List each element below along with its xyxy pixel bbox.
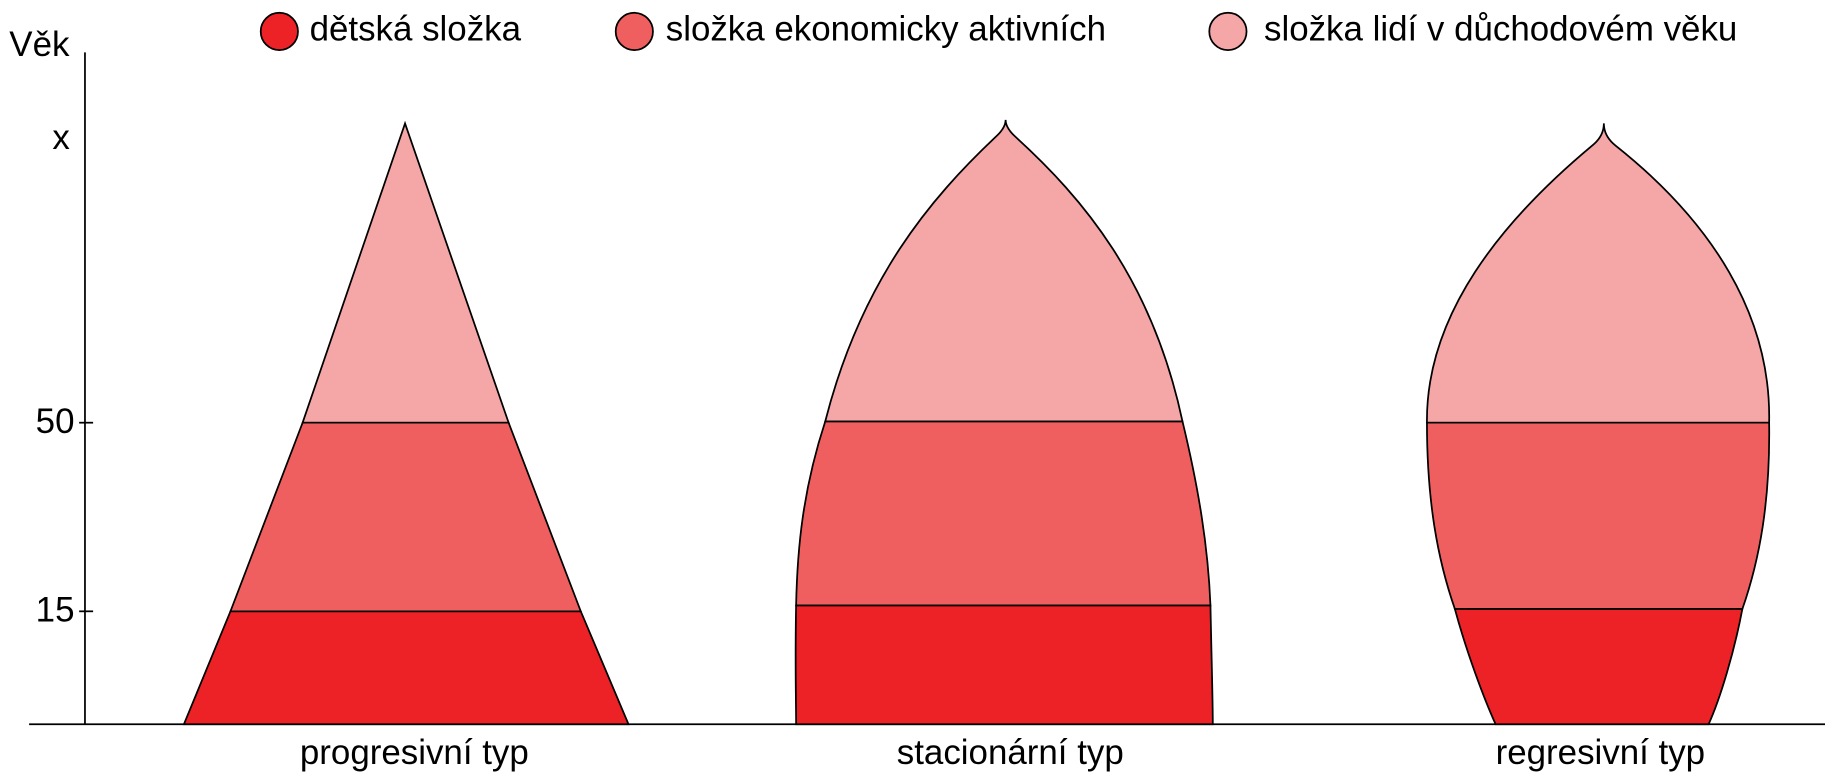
- tick-label: 15: [36, 591, 75, 630]
- layer-children: [794, 604, 1214, 726]
- layer-working: [229, 421, 583, 613]
- tick-label: x: [52, 118, 70, 157]
- pyramid: [182, 120, 630, 726]
- pyramid: [1426, 123, 1771, 726]
- tick-label: 50: [36, 402, 75, 441]
- layer-children: [182, 610, 630, 726]
- pyramid-label: regresivní typ: [1496, 733, 1705, 772]
- layer-working: [1426, 421, 1771, 610]
- legend-swatch: [614, 11, 654, 51]
- axis-label: Věk: [9, 25, 70, 64]
- pyramid-label: stacionární typ: [897, 733, 1124, 772]
- legend-label: složka lidí v důchodovém věku: [1264, 10, 1737, 49]
- layer-working: [795, 420, 1212, 607]
- legend-swatch: [259, 11, 299, 51]
- layer-children: [1453, 608, 1744, 726]
- layer-elderly: [301, 120, 510, 424]
- legend-label: složka ekonomicky aktivních: [666, 10, 1106, 49]
- layer-elderly: [1426, 123, 1771, 424]
- pyramid: [794, 119, 1214, 726]
- pyramid-label: progresivní typ: [300, 733, 529, 772]
- legend-label: dětská složka: [310, 10, 522, 49]
- layer-elderly: [824, 119, 1184, 423]
- legend-swatch: [1208, 11, 1248, 51]
